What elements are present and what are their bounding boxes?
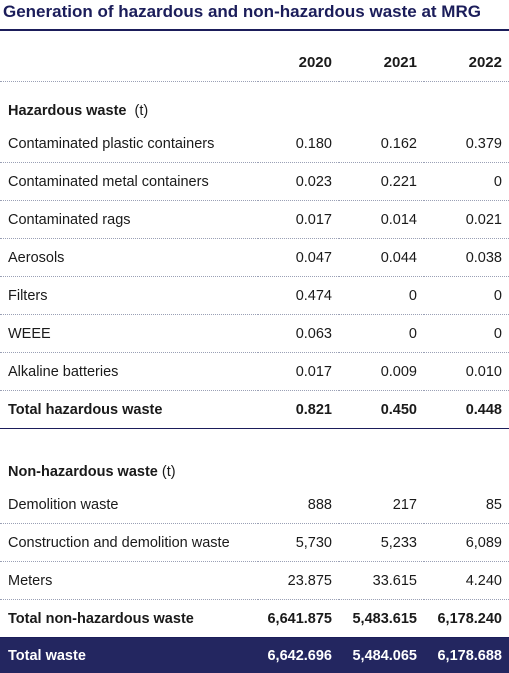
cell-value: 888 — [258, 486, 339, 524]
row-label: Contaminated plastic containers — [0, 125, 258, 163]
row-label: Contaminated rags — [0, 201, 258, 239]
cell-value: 0 — [424, 163, 509, 201]
cell-value: 6,178.688 — [424, 638, 509, 673]
year-header: 2020 — [258, 44, 339, 82]
row-label: Demolition waste — [0, 486, 258, 524]
header-row: 2020 2021 2022 — [0, 44, 509, 82]
spacer-row — [0, 429, 509, 447]
cell-value: 0.021 — [424, 201, 509, 239]
waste-table: 2020 2021 2022 Hazardous waste (t) Conta… — [0, 44, 509, 673]
cell-value: 6,641.875 — [258, 600, 339, 638]
row-label: Total non-hazardous waste — [0, 600, 258, 638]
cell-value: 6,089 — [424, 524, 509, 562]
cell-value: 0.450 — [339, 391, 424, 429]
row-label: Aerosols — [0, 239, 258, 277]
section-heading-hazardous: Hazardous waste (t) — [0, 82, 509, 126]
cell-value: 0.009 — [339, 353, 424, 391]
cell-value: 0.017 — [258, 353, 339, 391]
cell-value: 0.221 — [339, 163, 424, 201]
cell-value: 85 — [424, 486, 509, 524]
section-unit: (t) — [135, 103, 149, 119]
cell-value: 0.474 — [258, 277, 339, 315]
cell-value: 6,642.696 — [258, 638, 339, 673]
row-label: Total waste — [0, 638, 258, 673]
cell-value: 0.821 — [258, 391, 339, 429]
cell-value: 0.180 — [258, 125, 339, 163]
cell-value: 33.615 — [339, 562, 424, 600]
cell-value: 23.875 — [258, 562, 339, 600]
cell-value: 5,730 — [258, 524, 339, 562]
cell-value: 0.448 — [424, 391, 509, 429]
cell-value: 0.162 — [339, 125, 424, 163]
cell-value: 0 — [424, 277, 509, 315]
row-label: WEEE — [0, 315, 258, 353]
cell-value: 217 — [339, 486, 424, 524]
row-label: Total hazardous waste — [0, 391, 258, 429]
row-label: Meters — [0, 562, 258, 600]
row-label: Contaminated metal containers — [0, 163, 258, 201]
year-header: 2022 — [424, 44, 509, 82]
cell-value: 5,483.615 — [339, 600, 424, 638]
cell-value: 5,484.065 — [339, 638, 424, 673]
section-heading-nonhazardous: Non-hazardous waste (t) — [0, 446, 509, 486]
cell-value: 0.047 — [258, 239, 339, 277]
section-title: Non-hazardous waste — [8, 464, 158, 480]
cell-value: 5,233 — [339, 524, 424, 562]
cell-value: 0.014 — [339, 201, 424, 239]
cell-value: 0 — [339, 315, 424, 353]
section-title: Hazardous waste — [8, 103, 126, 119]
table-title: Generation of hazardous and non-hazardou… — [0, 0, 509, 31]
cell-value: 0.063 — [258, 315, 339, 353]
row-label: Construction and demolition waste — [0, 524, 258, 562]
cell-value: 0.017 — [258, 201, 339, 239]
row-label: Filters — [0, 277, 258, 315]
cell-value: 0.044 — [339, 239, 424, 277]
cell-value: 0.023 — [258, 163, 339, 201]
row-label: Alkaline batteries — [0, 353, 258, 391]
cell-value: 0.010 — [424, 353, 509, 391]
cell-value: 4.240 — [424, 562, 509, 600]
header-blank — [0, 44, 258, 82]
cell-value: 0 — [424, 315, 509, 353]
cell-value: 0.038 — [424, 239, 509, 277]
year-header: 2021 — [339, 44, 424, 82]
cell-value: 6,178.240 — [424, 600, 509, 638]
cell-value: 0 — [339, 277, 424, 315]
section-unit: (t) — [162, 464, 176, 480]
cell-value: 0.379 — [424, 125, 509, 163]
